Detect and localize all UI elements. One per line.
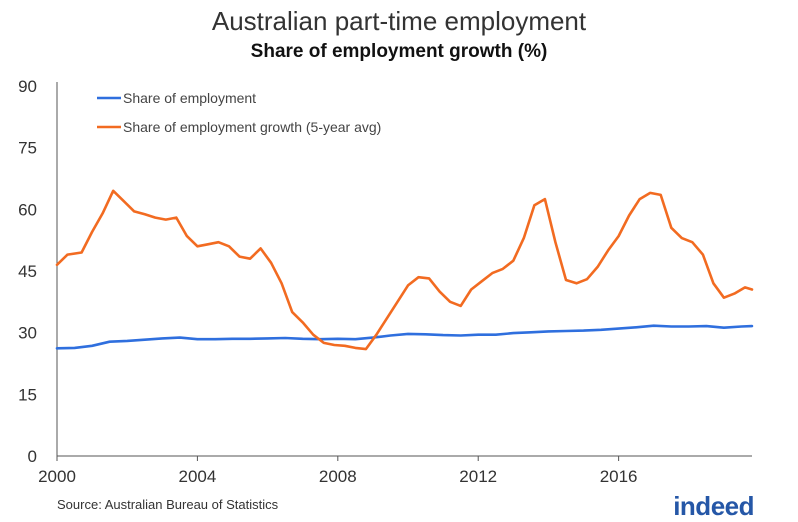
x-tick-label: 2008 (319, 467, 357, 486)
chart-subtitle: Share of employment growth (%) (250, 41, 548, 62)
y-tick-label: 45 (18, 262, 37, 281)
series-line-2 (55, 189, 754, 351)
y-tick-label: 30 (18, 324, 37, 343)
y-tick-label: 90 (18, 77, 37, 96)
legend-label-1: Share of employment (123, 90, 256, 106)
indeed-logo: indeed (673, 491, 754, 521)
y-tick-label: 15 (18, 385, 37, 404)
legend-label-2: Share of employment growth (5-year avg) (123, 119, 381, 135)
source-note: Source: Australian Bureau of Statistics (57, 497, 279, 512)
y-tick-label: 0 (28, 447, 37, 466)
y-tick-label: 60 (18, 200, 37, 219)
x-tick-label: 2000 (38, 467, 76, 486)
x-tick-label: 2004 (178, 467, 216, 486)
x-tick-label: 2016 (600, 467, 638, 486)
series-line-1 (55, 324, 754, 350)
chart-title: Australian part-time employment (211, 6, 587, 36)
y-tick-label: 75 (18, 139, 37, 158)
x-tick-label: 2012 (459, 467, 497, 486)
